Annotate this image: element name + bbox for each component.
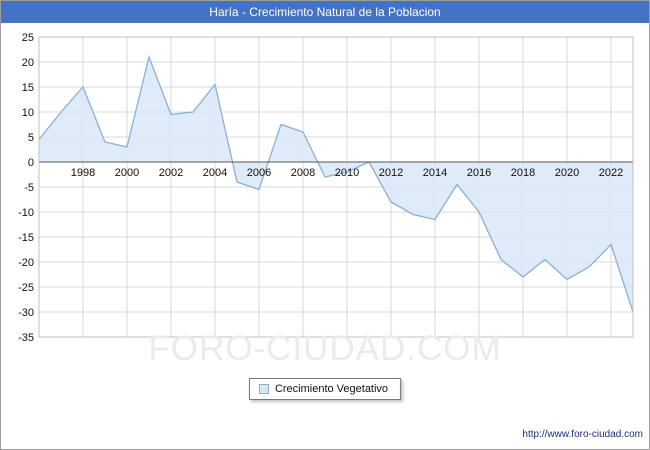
svg-text:-5: -5 <box>24 182 34 194</box>
svg-text:-15: -15 <box>18 232 34 244</box>
svg-text:0: 0 <box>28 157 34 169</box>
svg-text:-20: -20 <box>18 257 34 269</box>
chart-title-bar: Haría - Crecimiento Natural de la Poblac… <box>1 1 649 23</box>
svg-text:2008: 2008 <box>291 167 315 179</box>
svg-text:2002: 2002 <box>159 167 183 179</box>
svg-text:10: 10 <box>22 107 34 119</box>
legend-label: Crecimiento Vegetativo <box>274 383 389 395</box>
svg-text:-35: -35 <box>18 332 34 344</box>
svg-text:2000: 2000 <box>115 167 139 179</box>
svg-text:2012: 2012 <box>379 167 403 179</box>
svg-text:2022: 2022 <box>599 167 623 179</box>
svg-text:2006: 2006 <box>247 167 271 179</box>
svg-text:2020: 2020 <box>555 167 579 179</box>
footer-link[interactable]: http://www.foro-ciudad.com <box>522 429 643 440</box>
legend-box[interactable]: Crecimiento Vegetativo <box>248 378 402 400</box>
svg-text:2010: 2010 <box>335 167 359 179</box>
svg-text:25: 25 <box>22 32 34 44</box>
svg-text:-10: -10 <box>18 207 34 219</box>
svg-text:-25: -25 <box>18 282 34 294</box>
svg-text:1998: 1998 <box>71 167 95 179</box>
legend-swatch-icon <box>258 384 269 394</box>
svg-text:2018: 2018 <box>511 167 535 179</box>
svg-text:2014: 2014 <box>423 167 447 179</box>
svg-text:2016: 2016 <box>467 167 491 179</box>
area-chart: 25 20 15 10 5 0 -5 -10 -15 -20 -25 -30 -35 1998 2000 20… <box>18 32 634 344</box>
svg-text:20: 20 <box>22 57 34 69</box>
svg-text:2004: 2004 <box>203 167 227 179</box>
svg-text:5: 5 <box>28 132 34 144</box>
svg-text:15: 15 <box>22 82 34 94</box>
svg-text:-30: -30 <box>18 307 34 319</box>
